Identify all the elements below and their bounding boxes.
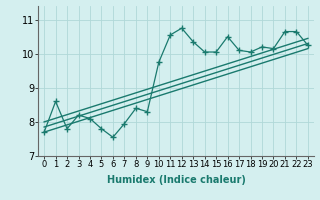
X-axis label: Humidex (Indice chaleur): Humidex (Indice chaleur) [107,175,245,185]
